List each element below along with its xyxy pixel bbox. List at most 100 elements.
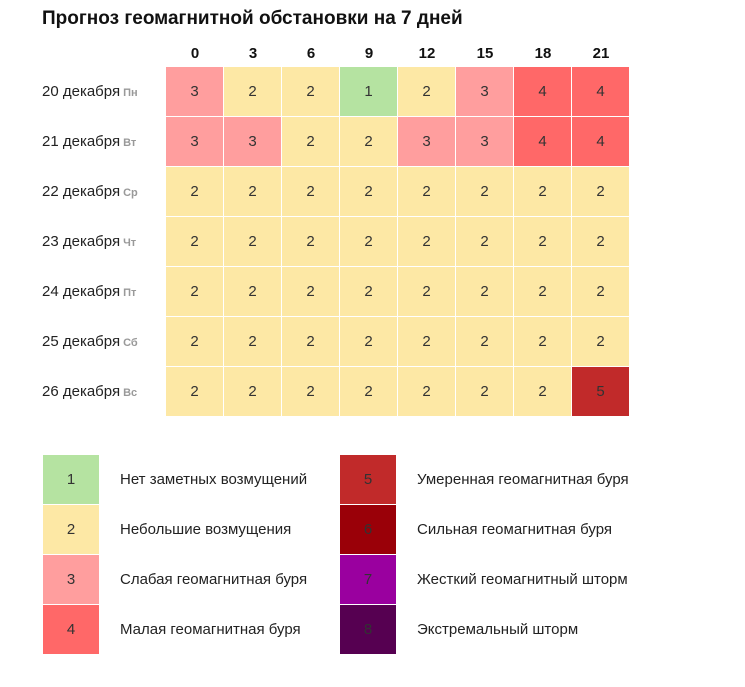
date-text: 25 декабря <box>42 333 121 350</box>
heatmap-cell: 2 <box>224 67 282 117</box>
heatmap-cell: 2 <box>340 367 398 417</box>
hour-label: 3 <box>248 45 258 62</box>
heatmap-cell: 2 <box>572 317 630 367</box>
heatmap-cell: 4 <box>514 67 572 117</box>
heatmap-cell: 2 <box>282 117 340 167</box>
legend-item: 3 Слабая геомагнитная буря <box>43 555 363 605</box>
heatmap-cell: 2 <box>456 217 514 267</box>
weekday-text: Ср <box>123 187 138 199</box>
weekday-text: Вс <box>123 387 138 399</box>
legend-item: 4 Малая геомагнитная буря <box>43 605 363 655</box>
heatmap-cell: 2 <box>572 217 630 267</box>
heatmap-row: 25 декабря Сб 2 2 2 2 2 2 2 2 <box>0 317 640 367</box>
legend-label: Нет заметных возмущений <box>120 471 308 488</box>
heatmap-row: 22 декабря Ср 2 2 2 2 2 2 2 2 <box>0 167 640 217</box>
day-label: 22 декабря Ср <box>42 183 138 200</box>
date-text: 21 декабря <box>42 133 121 150</box>
heatmap-cell: 2 <box>398 217 456 267</box>
legend-swatch: 3 <box>43 555 99 604</box>
heatmap-cell: 4 <box>514 117 572 167</box>
legend-label: Экстремальный шторм <box>417 621 579 638</box>
hour-label: 0 <box>190 45 200 62</box>
legend-label: Умеренная геомагнитная буря <box>417 471 629 488</box>
day-label: 26 декабря Вс <box>42 383 137 400</box>
legend-swatch: 4 <box>43 605 99 654</box>
heatmap-cell: 2 <box>340 167 398 217</box>
legend-swatch: 5 <box>340 455 396 504</box>
legend-label: Сильная геомагнитная буря <box>417 521 612 538</box>
heatmap-cell: 2 <box>282 267 340 317</box>
legend-swatch: 7 <box>340 555 396 604</box>
legend-item: 5 Умеренная геомагнитная буря <box>340 455 660 505</box>
heatmap-cell: 2 <box>514 167 572 217</box>
heatmap-cell: 4 <box>572 117 630 167</box>
heatmap-cell: 2 <box>224 267 282 317</box>
heatmap-cell: 2 <box>514 217 572 267</box>
heatmap-row: 23 декабря Чт 2 2 2 2 2 2 2 2 <box>0 217 640 267</box>
heatmap-cell: 2 <box>282 67 340 117</box>
heatmap-cell: 2 <box>514 267 572 317</box>
heatmap-cell: 2 <box>224 367 282 417</box>
day-label: 23 декабря Чт <box>42 233 136 250</box>
heatmap-cell: 3 <box>398 117 456 167</box>
heatmap-cell: 1 <box>340 67 398 117</box>
hour-label: 9 <box>364 45 374 62</box>
heatmap-cell: 2 <box>398 267 456 317</box>
heatmap-cell: 2 <box>340 217 398 267</box>
legend-label: Небольшие возмущения <box>120 521 292 538</box>
hour-label: 6 <box>306 45 316 62</box>
heatmap-cell: 2 <box>282 367 340 417</box>
heatmap-cell: 2 <box>340 117 398 167</box>
day-label: 20 декабря Пн <box>42 83 138 100</box>
heatmap-cell: 2 <box>166 217 224 267</box>
heatmap-cell: 2 <box>224 167 282 217</box>
weekday-text: Чт <box>123 237 137 249</box>
heatmap-cell: 4 <box>572 67 630 117</box>
heatmap-cell: 2 <box>224 317 282 367</box>
heatmap-cell: 2 <box>282 217 340 267</box>
hour-header: 0 3 6 9 12 15 18 21 <box>166 45 630 65</box>
legend-label: Малая геомагнитная буря <box>120 621 301 638</box>
heatmap-cell: 3 <box>166 117 224 167</box>
legend-item: 2 Небольшие возмущения <box>43 505 363 555</box>
date-text: 20 декабря <box>42 83 121 100</box>
legend-item: 1 Нет заметных возмущений <box>43 455 363 505</box>
legend: 1 Нет заметных возмущений 2 Небольшие возму… <box>0 455 745 665</box>
date-text: 24 декабря <box>42 283 121 300</box>
day-label: 24 декабря Пт <box>42 283 136 300</box>
weekday-text: Сб <box>123 337 138 349</box>
date-text: 23 декабря <box>42 233 121 250</box>
legend-item: 6 Сильная геомагнитная буря <box>340 505 660 555</box>
heatmap-cell: 2 <box>398 317 456 367</box>
heatmap-row: 24 декабря Пт 2 2 2 2 2 2 2 2 <box>0 267 640 317</box>
heatmap-cell: 2 <box>166 317 224 367</box>
heatmap-cell: 2 <box>514 367 572 417</box>
heatmap-cell: 2 <box>398 167 456 217</box>
page-title: Прогноз геомагнитной обстановки на 7 дне… <box>42 8 463 29</box>
weekday-text: Пн <box>123 87 138 99</box>
heatmap-row: 21 декабря Вт 3 3 2 2 3 3 4 4 <box>0 117 640 167</box>
heatmap-cell: 2 <box>398 367 456 417</box>
legend-item: 7 Жесткий геомагнитный шторм <box>340 555 660 605</box>
legend-swatch: 6 <box>340 505 396 554</box>
legend-item: 8 Экстремальный шторм <box>340 605 660 655</box>
legend-label: Слабая геомагнитная буря <box>120 571 308 588</box>
legend-label: Жесткий геомагнитный шторм <box>417 571 628 588</box>
heatmap-row: 20 декабря Пн 3 2 2 1 2 3 4 4 <box>0 67 640 117</box>
heatmap-cell: 2 <box>166 267 224 317</box>
hour-label: 18 <box>534 45 552 62</box>
legend-swatch: 8 <box>340 605 396 654</box>
hour-label: 12 <box>418 45 436 62</box>
legend-swatch: 2 <box>43 505 99 554</box>
heatmap-cell: 2 <box>572 167 630 217</box>
date-text: 22 декабря <box>42 183 121 200</box>
heatmap-cell: 2 <box>456 267 514 317</box>
heatmap-cell: 2 <box>572 267 630 317</box>
date-text: 26 декабря <box>42 383 121 400</box>
heatmap-cell: 3 <box>166 67 224 117</box>
legend-swatch: 1 <box>43 455 99 504</box>
heatmap-cell: 2 <box>456 317 514 367</box>
heatmap-cell: 2 <box>456 167 514 217</box>
heatmap-cell: 2 <box>166 367 224 417</box>
heatmap-cell: 2 <box>282 317 340 367</box>
